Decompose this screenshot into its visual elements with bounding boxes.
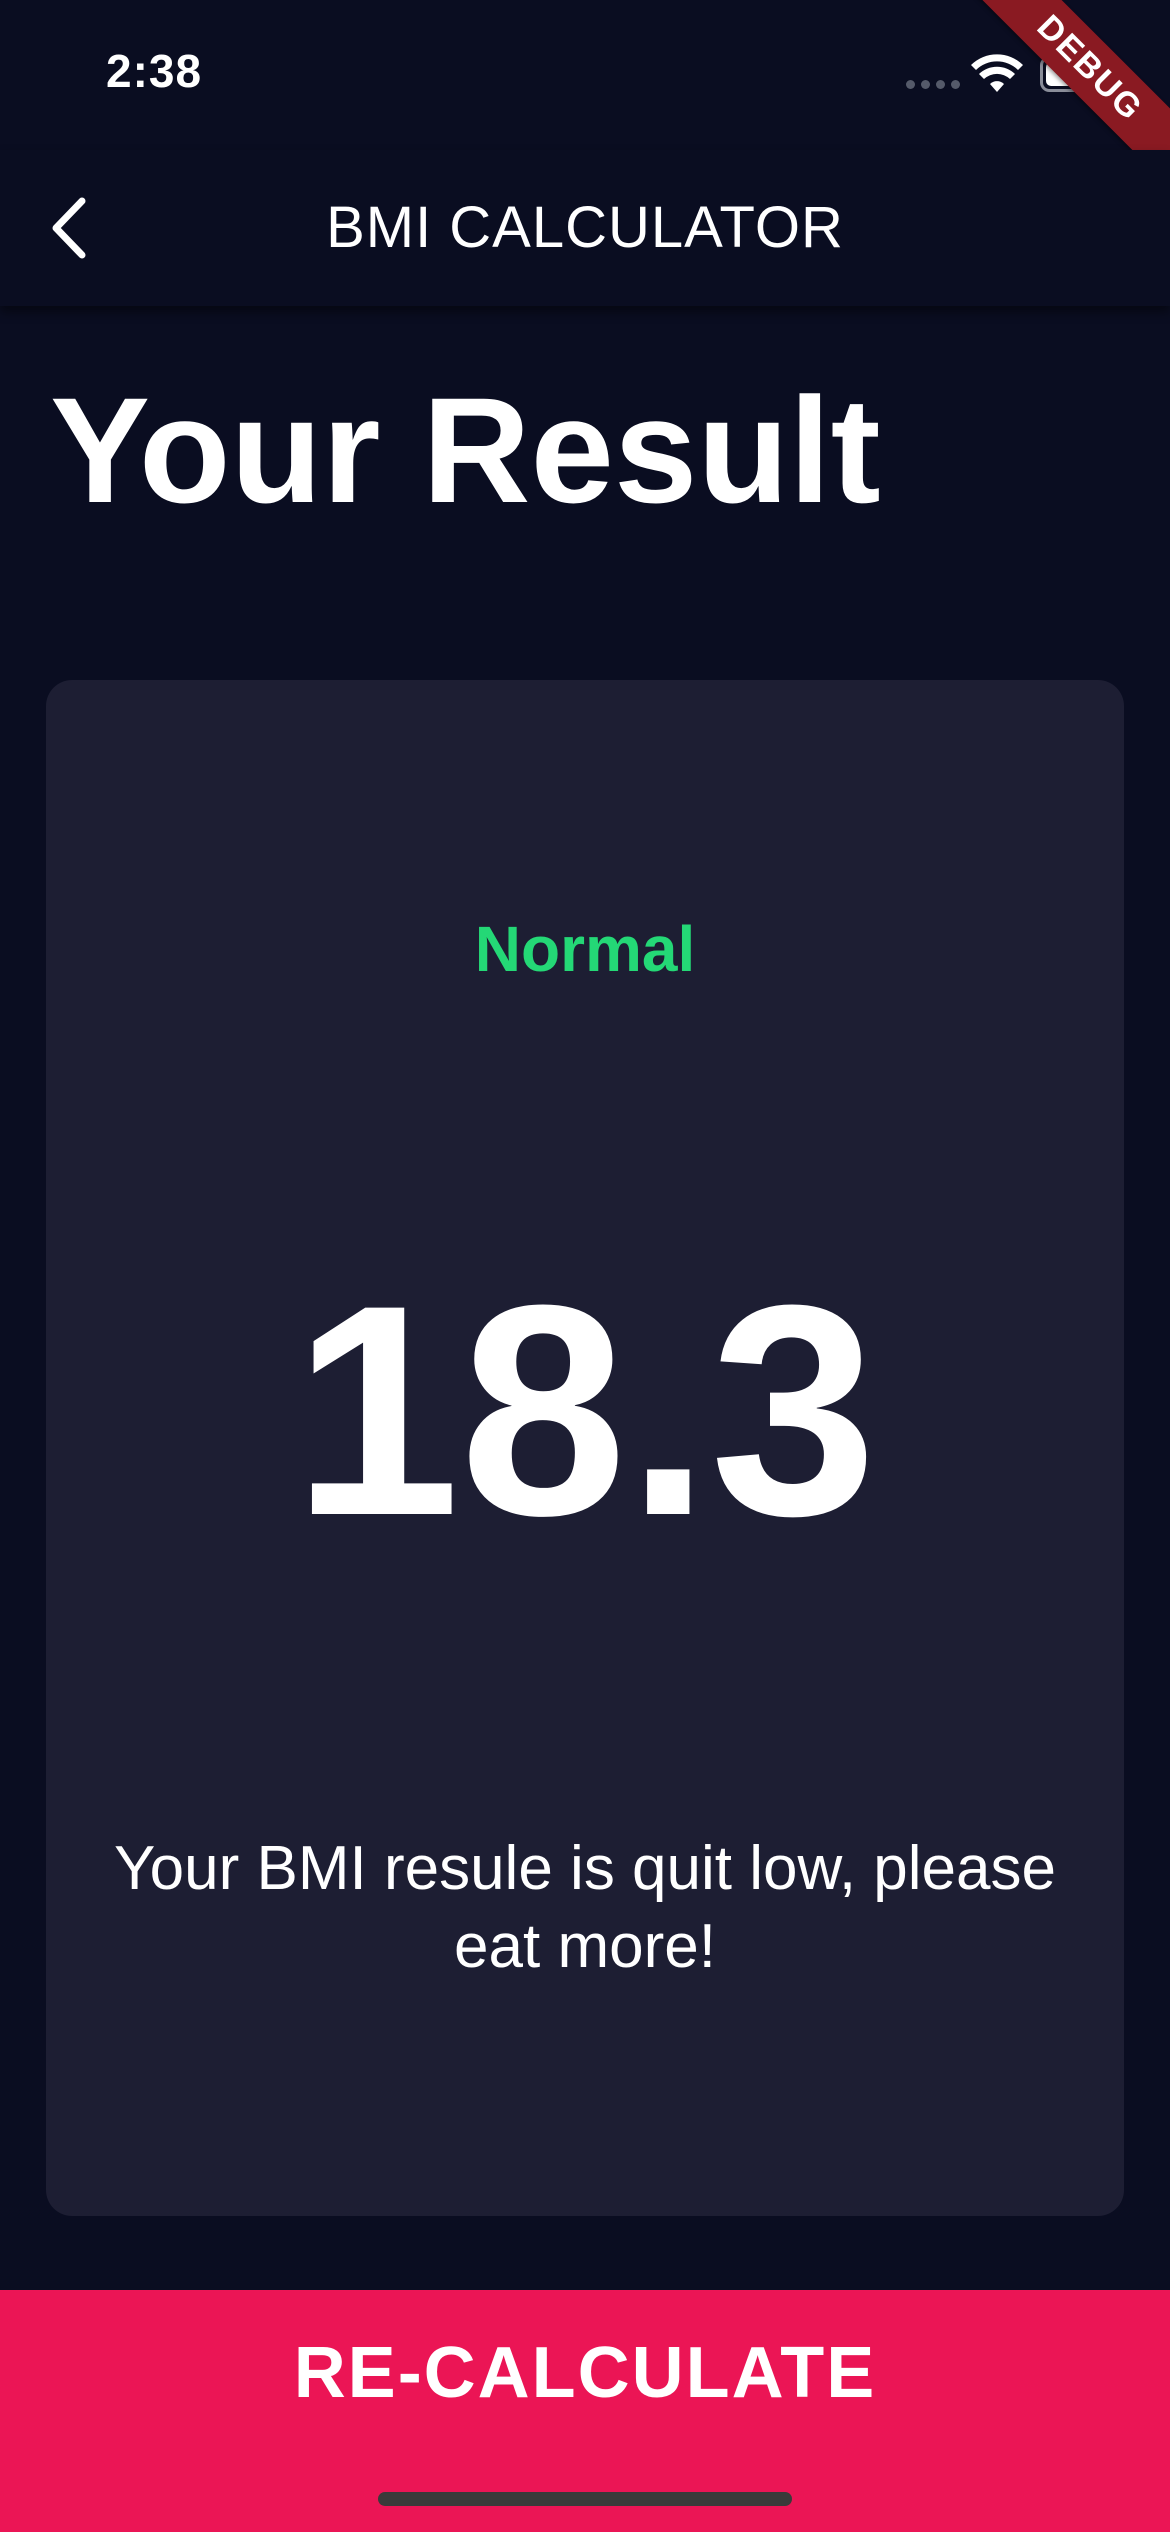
result-card: Normal 18.3 Your BMI resule is quit low,… (46, 680, 1124, 2216)
cellular-signal-icon (906, 80, 960, 89)
home-indicator (378, 2492, 792, 2506)
chevron-left-icon (52, 197, 86, 259)
status-time: 2:38 (106, 45, 203, 97)
back-button[interactable] (30, 190, 106, 266)
wifi-icon (971, 54, 1023, 92)
recalculate-button[interactable]: RE-CALCULATE (0, 2290, 1170, 2532)
result-message: Your BMI resule is quit low, please eat … (114, 1834, 1056, 1981)
recalculate-label: RE-CALCULATE (293, 2333, 877, 2413)
bmi-value: 18.3 (293, 1242, 877, 1578)
app-bar: BMI CALCULATOR (0, 150, 1170, 306)
app-title: BMI CALCULATOR (326, 195, 844, 260)
result-status: Normal (474, 913, 696, 985)
page-title: Your Result (50, 366, 881, 534)
status-bar: 2:38 (0, 0, 1170, 150)
